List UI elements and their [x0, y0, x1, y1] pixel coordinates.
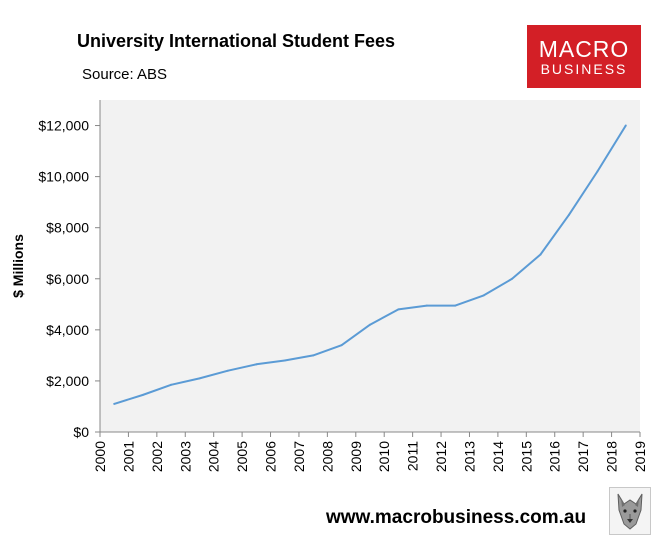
data-point	[567, 213, 570, 216]
data-point	[283, 359, 286, 362]
series-group	[113, 124, 627, 405]
data-point	[340, 344, 343, 347]
data-point	[454, 304, 457, 307]
x-tick-label: 2003	[177, 441, 193, 472]
data-point	[198, 377, 201, 380]
wolf-logo-icon	[609, 487, 651, 535]
x-tick-label: 2018	[604, 441, 620, 472]
y-tick-label: $0	[73, 424, 89, 440]
x-tick-label: 2019	[632, 441, 648, 472]
data-point	[369, 323, 371, 326]
data-point	[425, 304, 428, 307]
y-axis: $0 $2,000 $4,000 $6,000 $8,000 $10,000 $12,000	[38, 100, 101, 440]
data-point	[141, 393, 144, 396]
x-tick-label: 2001	[120, 441, 136, 472]
x-tick-label: 2009	[348, 441, 364, 472]
x-tick-label: 2004	[206, 441, 222, 472]
logo-line-1: MACRO	[538, 35, 630, 62]
data-point	[539, 253, 542, 256]
x-tick-label: 2000	[92, 441, 108, 472]
y-tick-label: $4,000	[46, 322, 89, 338]
macrobusiness-logo: MACRO BUSINESS	[527, 25, 641, 88]
x-tick-label: 2010	[376, 441, 392, 472]
x-tick-label: 2014	[490, 441, 506, 472]
data-point	[226, 369, 229, 372]
y-tick-label: $2,000	[46, 373, 89, 389]
y-tick-label: $6,000	[46, 271, 89, 287]
plot-area	[100, 100, 640, 432]
y-tick-label: $10,000	[38, 169, 89, 185]
data-point	[113, 402, 116, 405]
data-point	[312, 354, 315, 357]
data-point	[397, 308, 400, 311]
x-tick-label: 2013	[461, 441, 477, 472]
x-tick-label: 2012	[433, 441, 449, 472]
x-axis: 2000 2001 2002 2003 2004 2005 2006 2007 2008 2009…	[92, 431, 648, 472]
x-tick-label: 2008	[319, 441, 335, 472]
website-url: www.macrobusiness.com.au	[326, 507, 587, 528]
data-point	[170, 383, 173, 386]
line-chart: $0 $2,000 $4,000 $6,000 $8,000 $10,000 $12,000…	[10, 100, 648, 472]
x-tick-label: 2011	[405, 441, 421, 471]
x-tick-label: 2002	[149, 441, 165, 472]
chart-subtitle: Source: ABS	[82, 66, 168, 83]
y-axis-label: $ Millions	[10, 234, 26, 298]
x-tick-label: 2007	[291, 441, 307, 472]
x-tick-label: 2006	[263, 441, 279, 472]
y-tick-label: $8,000	[46, 220, 89, 236]
data-point	[624, 124, 627, 127]
data-point	[482, 294, 485, 297]
y-tick-label: $12,000	[38, 118, 89, 134]
data-point	[511, 277, 514, 280]
data-point	[255, 363, 258, 366]
x-tick-label: 2005	[234, 441, 250, 472]
x-tick-label: 2017	[575, 441, 591, 472]
x-tick-label: 2016	[547, 441, 563, 472]
chart-title: University International Student Fees	[77, 31, 396, 51]
data-point	[596, 170, 599, 173]
x-tick-label: 2015	[518, 441, 534, 472]
logo-line-2: BUSINESS	[540, 60, 628, 77]
